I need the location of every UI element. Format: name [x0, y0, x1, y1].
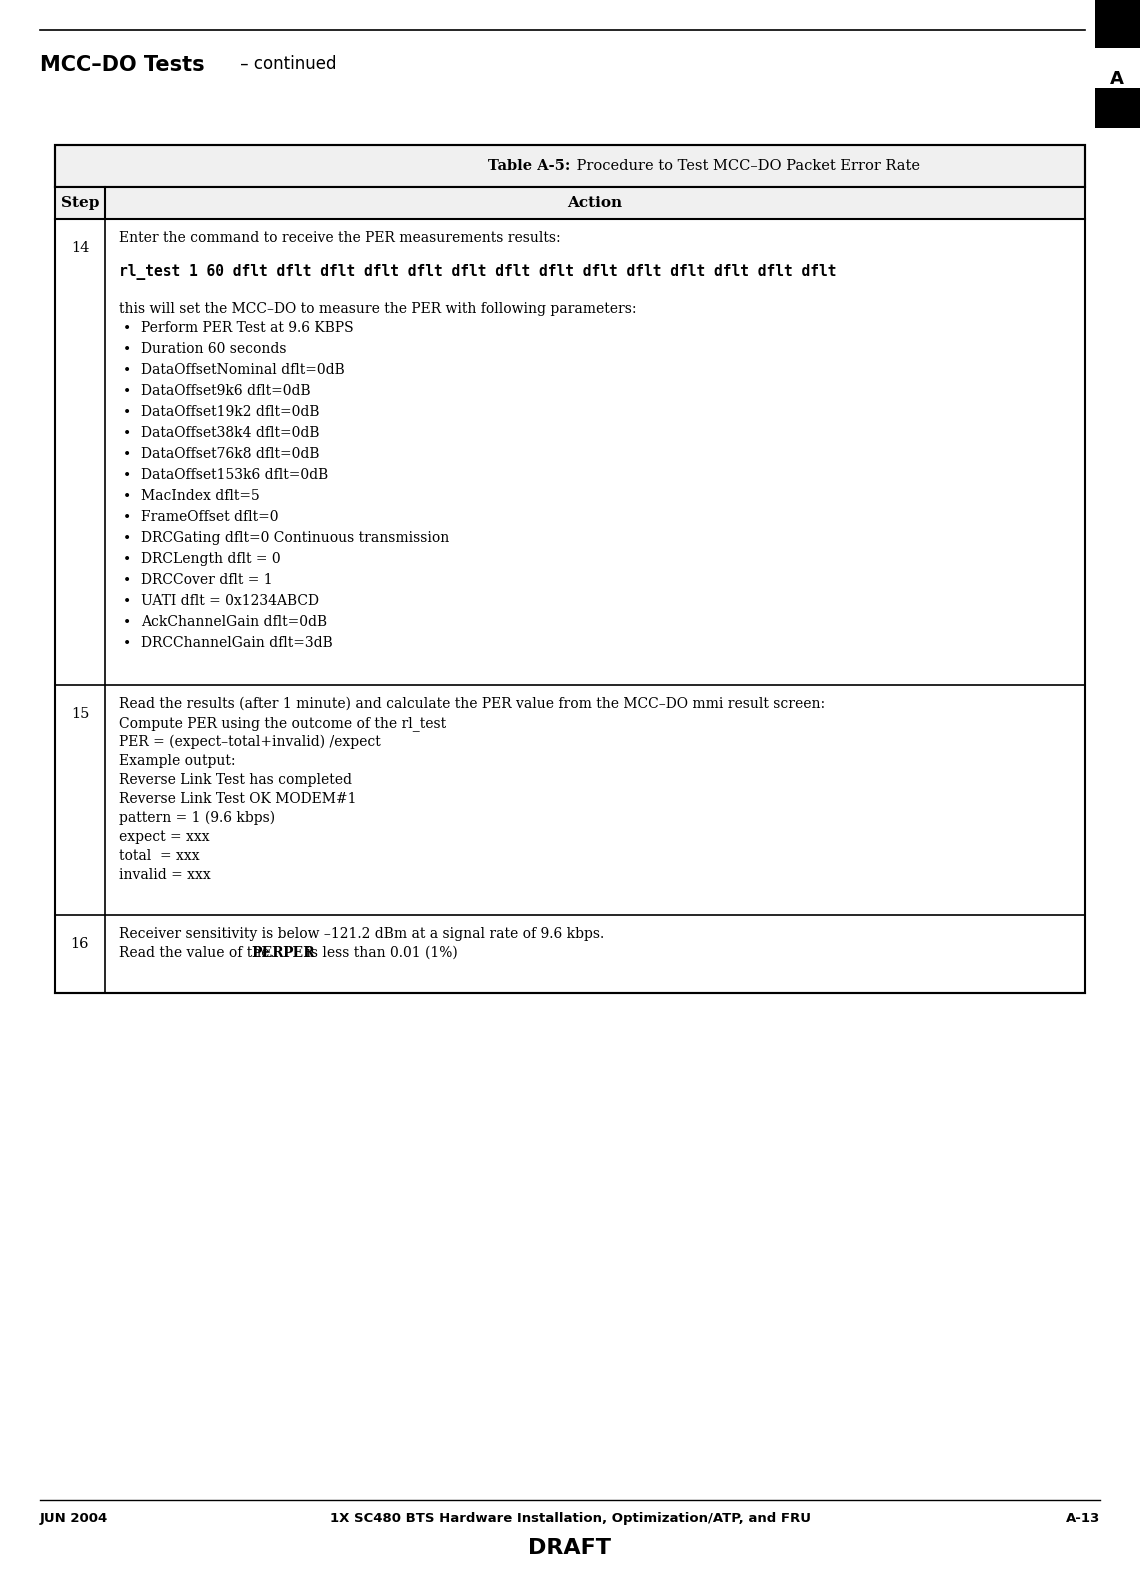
- Text: AckChannelGain dflt=0dB: AckChannelGain dflt=0dB: [141, 615, 327, 629]
- Text: rl_test 1 60 dflt dflt dflt dflt dflt dflt dflt dflt dflt dflt dflt dflt dflt df: rl_test 1 60 dflt dflt dflt dflt dflt df…: [119, 263, 837, 281]
- Text: •: •: [123, 468, 131, 483]
- Text: .: .: [270, 946, 279, 960]
- Text: pattern = 1 (9.6 kbps): pattern = 1 (9.6 kbps): [119, 811, 275, 825]
- Text: PER: PER: [251, 946, 284, 960]
- Text: – continued: – continued: [235, 55, 336, 73]
- Text: DRAFT: DRAFT: [529, 1538, 611, 1558]
- Text: •: •: [123, 531, 131, 546]
- Text: A: A: [1110, 69, 1124, 88]
- Text: DRCLength dflt = 0: DRCLength dflt = 0: [141, 552, 280, 566]
- Text: PER: PER: [283, 946, 315, 960]
- Text: DataOffset9k6 dflt=0dB: DataOffset9k6 dflt=0dB: [141, 385, 310, 397]
- Text: FrameOffset dflt=0: FrameOffset dflt=0: [141, 509, 278, 524]
- Text: expect = xxx: expect = xxx: [119, 830, 210, 844]
- Text: Step: Step: [60, 196, 99, 210]
- Text: total  = xxx: total = xxx: [119, 848, 200, 863]
- Text: PER = (expect–total+invalid) /expect: PER = (expect–total+invalid) /expect: [119, 735, 381, 749]
- Text: Reverse Link Test has completed: Reverse Link Test has completed: [119, 773, 352, 787]
- Text: A-13: A-13: [1066, 1512, 1100, 1525]
- Text: •: •: [123, 322, 131, 334]
- Text: MCC–DO Tests: MCC–DO Tests: [40, 55, 204, 76]
- Text: 16: 16: [71, 937, 89, 951]
- Text: •: •: [123, 595, 131, 609]
- Text: this will set the MCC–DO to measure the PER with following parameters:: this will set the MCC–DO to measure the …: [119, 303, 636, 315]
- Text: 14: 14: [71, 241, 89, 255]
- Text: Action: Action: [568, 196, 622, 210]
- Text: Compute PER using the outcome of the rl_test: Compute PER using the outcome of the rl_…: [119, 716, 446, 730]
- Text: Perform PER Test at 9.6 KBPS: Perform PER Test at 9.6 KBPS: [141, 322, 353, 334]
- Text: DRCGating dflt=0 Continuous transmission: DRCGating dflt=0 Continuous transmission: [141, 531, 449, 546]
- Text: •: •: [123, 405, 131, 419]
- Text: Receiver sensitivity is below –121.2 dBm at a signal rate of 9.6 kbps.: Receiver sensitivity is below –121.2 dBm…: [119, 927, 604, 941]
- Text: Reverse Link Test OK MODEM#1: Reverse Link Test OK MODEM#1: [119, 792, 357, 806]
- Text: Example output:: Example output:: [119, 754, 236, 768]
- Text: 1X SC480 BTS Hardware Installation, Optimization/ATP, and FRU: 1X SC480 BTS Hardware Installation, Opti…: [329, 1512, 811, 1525]
- Text: •: •: [123, 426, 131, 440]
- Text: •: •: [123, 552, 131, 566]
- Bar: [1096, 0, 1140, 47]
- Text: MacIndex dflt=5: MacIndex dflt=5: [141, 489, 260, 503]
- Text: •: •: [123, 446, 131, 460]
- Text: Table A-5:: Table A-5:: [488, 159, 570, 173]
- Text: Duration 60 seconds: Duration 60 seconds: [141, 342, 286, 356]
- Text: •: •: [123, 615, 131, 629]
- Text: DRCCover dflt = 1: DRCCover dflt = 1: [141, 572, 272, 587]
- Text: UATI dflt = 0x1234ABCD: UATI dflt = 0x1234ABCD: [141, 595, 319, 609]
- Bar: [55, 145, 1085, 188]
- Text: invalid = xxx: invalid = xxx: [119, 867, 211, 882]
- Text: •: •: [123, 509, 131, 524]
- Text: Procedure to Test MCC–DO Packet Error Rate: Procedure to Test MCC–DO Packet Error Ra…: [572, 159, 920, 173]
- Text: DataOffset76k8 dflt=0dB: DataOffset76k8 dflt=0dB: [141, 446, 319, 460]
- Text: JUN 2004: JUN 2004: [40, 1512, 108, 1525]
- Text: •: •: [123, 342, 131, 356]
- Text: Read the value of the: Read the value of the: [119, 946, 274, 960]
- Bar: [55, 188, 1085, 219]
- Text: 15: 15: [71, 706, 89, 721]
- Text: Enter the command to receive the PER measurements results:: Enter the command to receive the PER mea…: [119, 230, 561, 244]
- Text: DataOffsetNominal dflt=0dB: DataOffsetNominal dflt=0dB: [141, 363, 344, 377]
- Bar: [1096, 88, 1140, 128]
- Text: is less than 0.01 (1%): is less than 0.01 (1%): [302, 946, 458, 960]
- Text: DRCChannelGain dflt=3dB: DRCChannelGain dflt=3dB: [141, 636, 333, 650]
- Text: •: •: [123, 363, 131, 377]
- Text: DataOffset38k4 dflt=0dB: DataOffset38k4 dflt=0dB: [141, 426, 319, 440]
- Bar: [55, 145, 1085, 994]
- Text: DataOffset19k2 dflt=0dB: DataOffset19k2 dflt=0dB: [141, 405, 319, 419]
- Text: •: •: [123, 636, 131, 650]
- Text: •: •: [123, 489, 131, 503]
- Text: DataOffset153k6 dflt=0dB: DataOffset153k6 dflt=0dB: [141, 468, 328, 483]
- Text: Read the results (after 1 minute) and calculate the PER value from the MCC–DO mm: Read the results (after 1 minute) and ca…: [119, 697, 825, 711]
- Text: •: •: [123, 385, 131, 397]
- Text: •: •: [123, 572, 131, 587]
